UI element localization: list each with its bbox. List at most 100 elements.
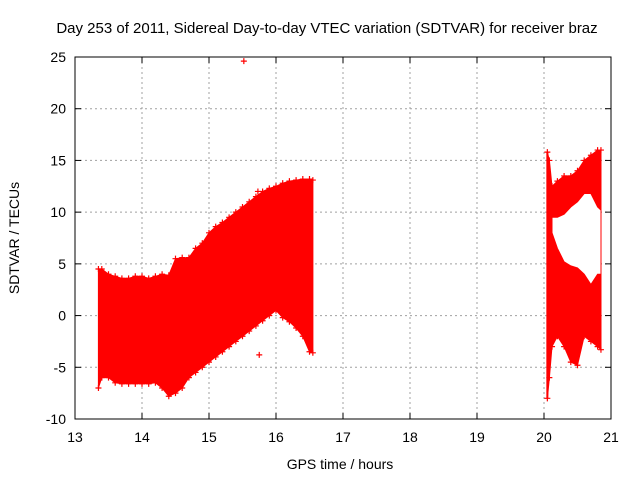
y-tick-label: -5	[54, 359, 67, 375]
data-point	[112, 273, 119, 280]
data-point	[105, 374, 112, 381]
x-tick-label: 17	[335, 429, 351, 445]
chart-title: Day 253 of 2011, Sidereal Day-to-day VTE…	[56, 20, 597, 37]
data-point	[266, 185, 273, 192]
data-point	[239, 333, 246, 340]
y-tick-label: 10	[50, 204, 66, 220]
data-point	[118, 380, 125, 387]
data-point	[105, 271, 112, 278]
grid-lines	[75, 57, 611, 419]
data-point	[554, 178, 561, 185]
data-band-1	[97, 178, 314, 397]
data-point	[125, 380, 132, 387]
data-point	[125, 275, 132, 282]
x-tick-label: 13	[67, 429, 83, 445]
data-point	[309, 177, 316, 184]
data-point	[299, 176, 306, 183]
data-point	[98, 374, 105, 381]
axis-ticks: 13 14 15 16 17 18 19 20 21 -10 -5 0 5 10 15 20 25	[46, 49, 619, 445]
outlier-point	[254, 188, 261, 195]
data-point	[597, 346, 604, 353]
data-point	[212, 223, 219, 230]
y-tick-label: 20	[50, 101, 66, 117]
x-axis-label: GPS time / hours	[287, 456, 394, 472]
data-point	[206, 229, 212, 236]
data-point	[594, 343, 601, 350]
data-point	[172, 255, 179, 262]
data-point	[112, 379, 119, 386]
data-point	[293, 177, 300, 184]
data-point	[549, 183, 556, 190]
data-point	[273, 183, 279, 190]
y-tick-label: 15	[50, 152, 66, 168]
x-tick-label: 15	[201, 429, 217, 445]
data-point	[286, 318, 293, 325]
data-point	[554, 333, 561, 340]
data-point	[159, 384, 166, 391]
data-point	[199, 240, 206, 247]
y-tick-label: 0	[58, 308, 66, 324]
data-point	[159, 271, 166, 278]
data-point	[118, 275, 125, 282]
data-point	[306, 348, 313, 355]
data-point	[172, 390, 179, 397]
outlier-point	[240, 58, 247, 65]
data-point	[98, 266, 105, 273]
data-point	[192, 369, 199, 376]
data-point	[279, 314, 286, 321]
data-point	[259, 317, 266, 324]
data-point	[132, 380, 139, 387]
data-point	[549, 343, 556, 350]
data-point	[152, 379, 159, 386]
data-point	[139, 273, 145, 280]
data-point	[246, 328, 253, 335]
data-point	[206, 359, 212, 366]
x-tick-label: 14	[134, 429, 150, 445]
data-band-gap	[551, 193, 602, 286]
y-tick-label: -10	[46, 411, 66, 427]
data-point	[165, 272, 172, 279]
data-point	[212, 353, 219, 360]
data-point	[561, 343, 568, 350]
data-point	[574, 167, 581, 174]
data-point	[293, 324, 300, 331]
data-point	[306, 176, 313, 183]
data-point	[199, 364, 206, 371]
data-point	[273, 307, 279, 314]
y-tick-label: 25	[50, 49, 66, 65]
data-point	[232, 338, 239, 345]
data-point	[246, 198, 253, 205]
data-point	[95, 384, 102, 391]
data-point	[252, 322, 259, 329]
data-layer	[95, 58, 604, 402]
x-tick-label: 18	[402, 429, 418, 445]
x-tick-label: 16	[268, 429, 284, 445]
data-point	[232, 209, 239, 216]
data-point	[139, 380, 145, 387]
data-point	[179, 254, 186, 261]
x-tick-label: 19	[469, 429, 485, 445]
data-point	[587, 152, 594, 159]
data-point	[286, 178, 293, 185]
data-point	[145, 380, 152, 387]
data-point	[581, 333, 588, 340]
data-point	[587, 338, 594, 345]
x-tick-label: 21	[603, 429, 619, 445]
data-point	[239, 203, 246, 210]
data-point	[192, 245, 199, 252]
data-point	[574, 362, 581, 369]
data-point	[299, 333, 306, 340]
data-point	[561, 172, 568, 179]
data-point	[226, 343, 233, 350]
data-point	[266, 312, 273, 319]
data-point	[226, 214, 233, 221]
data-point	[252, 193, 259, 200]
data-point	[132, 273, 139, 280]
data-point	[581, 157, 588, 164]
data-point	[309, 349, 316, 356]
data-point	[567, 359, 574, 366]
data-point	[597, 147, 604, 154]
outlier-point	[256, 351, 263, 358]
data-point	[185, 254, 192, 261]
